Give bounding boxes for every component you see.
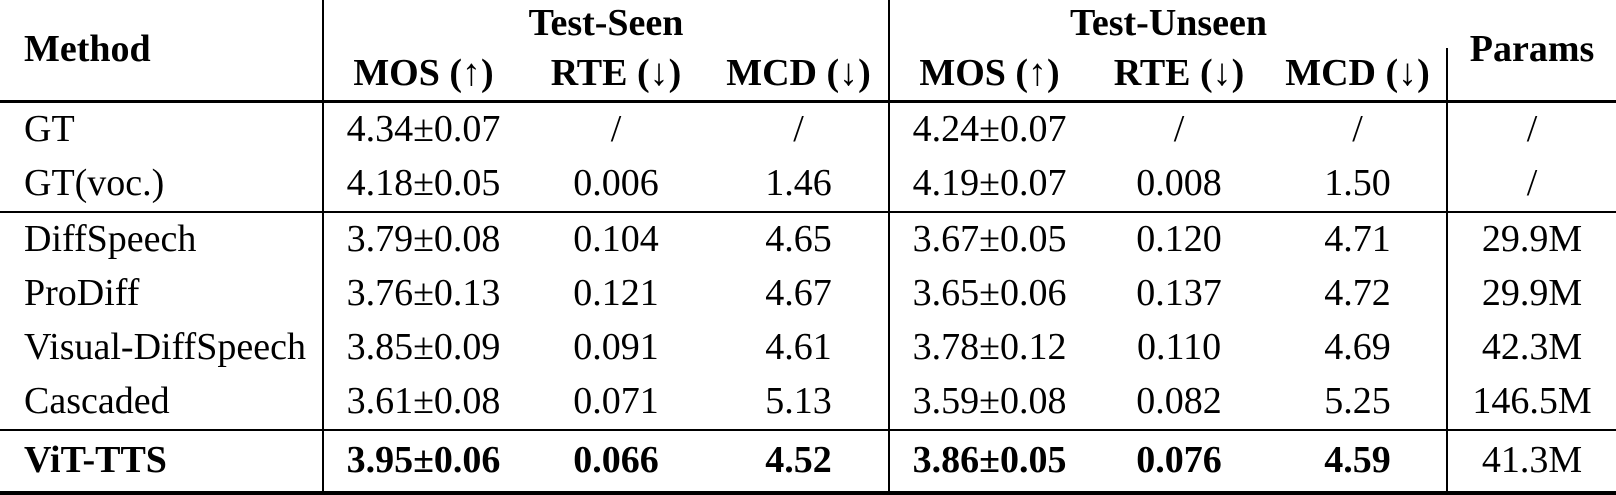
params-cell: 29.9M	[1481, 218, 1583, 261]
section-ground-truth: GT 4.34±0.07 / / 4.24±0.07 / / / GT(voc.…	[0, 101, 1616, 212]
value-cell: /	[1173, 108, 1185, 151]
params-cell: 41.3M	[1481, 439, 1583, 482]
value-cell: 5.13	[709, 375, 891, 430]
value-cell: 4.72	[1269, 267, 1449, 321]
value-cell: 0.006	[573, 162, 659, 205]
value-cell: 3.85±0.09	[346, 326, 501, 369]
value-cell: /	[709, 101, 891, 157]
header-params: Params	[1469, 28, 1595, 71]
value-cell: 3.76±0.13	[346, 272, 501, 315]
header-group-test-unseen: Test-Unseen	[1070, 2, 1268, 45]
subheader-mos-seen: MOS (↑)	[353, 52, 494, 95]
value-cell: 0.120	[1136, 218, 1222, 261]
table-row-vit-tts: ViT-TTS 3.95±0.06 0.066 4.52 3.86±0.05 0…	[0, 430, 1616, 493]
method-cell: GT(voc.)	[0, 157, 324, 212]
value-cell: 3.67±0.05	[912, 218, 1067, 261]
value-cell: 0.121	[573, 272, 659, 315]
table-row-visual-diffspeech: Visual-DiffSpeech 3.85±0.09 0.091 4.61 3…	[0, 321, 1616, 375]
header-method: Method	[0, 0, 324, 102]
value-cell: 0.091	[573, 326, 659, 369]
value-cell: 4.71	[1269, 212, 1449, 267]
table-row-cascaded: Cascaded 3.61±0.08 0.071 5.13 3.59±0.08 …	[0, 375, 1616, 430]
params-cell: 42.3M	[1481, 326, 1583, 369]
value-cell: 4.18±0.05	[346, 162, 501, 205]
value-cell: 0.076	[1136, 439, 1222, 482]
value-cell: 0.104	[573, 218, 659, 261]
value-cell: 4.19±0.07	[912, 162, 1067, 205]
value-cell: 0.008	[1136, 162, 1222, 205]
value-cell: 4.61	[709, 321, 891, 375]
value-cell: 4.65	[709, 212, 891, 267]
value-cell: 3.79±0.08	[346, 218, 501, 261]
value-cell: 5.25	[1269, 375, 1449, 430]
value-cell: 4.24±0.07	[912, 108, 1067, 151]
value-cell: 1.46	[709, 157, 891, 212]
table-row-gt: GT 4.34±0.07 / / 4.24±0.07 / / /	[0, 101, 1616, 157]
subheader-rte-unseen: RTE (↓)	[1113, 52, 1245, 95]
params-cell: 29.9M	[1481, 272, 1583, 315]
method-cell: Cascaded	[0, 375, 324, 430]
method-cell: ProDiff	[0, 267, 324, 321]
params-cell: /	[1526, 162, 1538, 205]
value-cell: 3.59±0.08	[912, 380, 1067, 423]
table-row-gt-voc: GT(voc.) 4.18±0.05 0.006 1.46 4.19±0.07 …	[0, 157, 1616, 212]
value-cell: /	[1269, 101, 1449, 157]
value-cell: 3.65±0.06	[912, 272, 1067, 315]
value-cell: 4.34±0.07	[346, 108, 501, 151]
table-row-diffspeech: DiffSpeech 3.79±0.08 0.104 4.65 3.67±0.0…	[0, 212, 1616, 267]
subheader-rte-seen: RTE (↓)	[550, 52, 682, 95]
value-cell: 0.110	[1136, 326, 1222, 369]
value-cell: 4.69	[1269, 321, 1449, 375]
method-cell: Visual-DiffSpeech	[0, 321, 324, 375]
value-cell: 3.86±0.05	[912, 439, 1067, 482]
value-cell: 3.95±0.06	[346, 439, 501, 482]
value-cell: 0.071	[573, 380, 659, 423]
value-cell: 0.066	[573, 439, 659, 482]
header-sub-row: MOS (↑) RTE (↓) MCD (↓) MOS (↑) RTE (↓) …	[0, 48, 1616, 102]
value-cell: 0.082	[1136, 380, 1222, 423]
header-group-test-seen: Test-Seen	[323, 0, 891, 48]
method-cell: ViT-TTS	[0, 430, 324, 493]
method-cell: GT	[0, 101, 324, 157]
params-cell: 146.5M	[1472, 380, 1592, 423]
value-cell: 1.50	[1269, 157, 1449, 212]
table-header: Method Test-Seen Test-Unseen Params MOS …	[0, 0, 1616, 102]
value-cell: 4.67	[709, 267, 891, 321]
section-proposed: ViT-TTS 3.95±0.06 0.066 4.52 3.86±0.05 0…	[0, 430, 1616, 493]
subheader-mos-unseen: MOS (↑)	[919, 52, 1060, 95]
value-cell: /	[610, 108, 622, 151]
value-cell: 0.137	[1136, 272, 1222, 315]
table-row-prodiff: ProDiff 3.76±0.13 0.121 4.67 3.65±0.06 0…	[0, 267, 1616, 321]
section-baselines: DiffSpeech 3.79±0.08 0.104 4.65 3.67±0.0…	[0, 212, 1616, 430]
params-cell: /	[1526, 108, 1538, 151]
value-cell: 3.78±0.12	[912, 326, 1067, 369]
value-cell: 3.61±0.08	[346, 380, 501, 423]
header-group-row: Method Test-Seen Test-Unseen Params	[0, 0, 1616, 102]
method-cell: DiffSpeech	[0, 212, 324, 267]
subheader-mcd-unseen: MCD (↓)	[1269, 48, 1449, 102]
subheader-mcd-seen: MCD (↓)	[709, 48, 891, 102]
value-cell: 4.52	[709, 430, 891, 493]
value-cell: 4.59	[1269, 430, 1449, 493]
